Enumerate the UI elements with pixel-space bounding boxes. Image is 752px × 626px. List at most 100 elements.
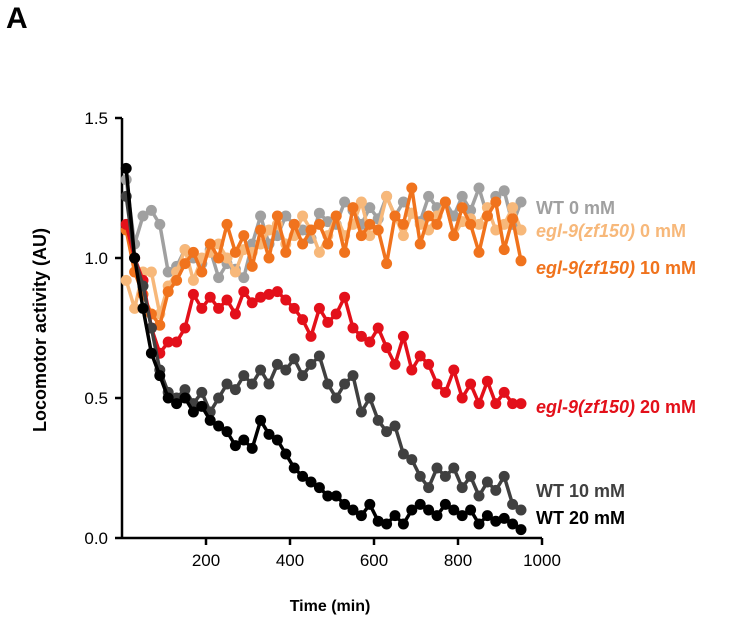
data-point [473, 518, 485, 530]
data-point [481, 510, 493, 522]
data-point [355, 510, 367, 522]
data-point [498, 470, 510, 482]
data-point [288, 302, 300, 314]
data-point [498, 386, 510, 398]
data-point [229, 308, 241, 320]
data-point [465, 218, 477, 230]
data-point [465, 378, 477, 390]
data-point [187, 246, 199, 258]
data-point [481, 210, 493, 222]
data-point [347, 202, 359, 214]
data-point [204, 414, 216, 426]
data-point [196, 302, 208, 314]
data-point [515, 524, 527, 536]
data-point [355, 330, 367, 342]
data-point [246, 378, 258, 390]
data-point [498, 512, 510, 524]
data-point [372, 322, 384, 334]
data-point [255, 364, 267, 376]
data-point [414, 350, 426, 362]
data-point [355, 230, 367, 242]
legend-label: egl-9(zf150) 10 mM [536, 258, 696, 278]
data-point [263, 288, 275, 300]
data-point [322, 378, 334, 390]
data-point [129, 302, 141, 314]
data-point [162, 336, 174, 348]
data-point [406, 182, 418, 194]
x-tick-label: 800 [444, 551, 472, 570]
data-point [120, 162, 132, 174]
data-point [507, 498, 519, 510]
x-tick-label: 600 [360, 551, 388, 570]
data-point [313, 350, 325, 362]
data-point [439, 498, 451, 510]
data-point [364, 498, 376, 510]
data-point [465, 470, 477, 482]
data-point [229, 384, 241, 396]
data-point [456, 510, 468, 522]
data-point [204, 238, 216, 250]
data-point [322, 216, 334, 228]
y-tick-label: 1.5 [84, 109, 108, 128]
data-point [145, 204, 157, 216]
data-point [339, 291, 351, 303]
data-point [238, 434, 250, 446]
data-point [414, 470, 426, 482]
data-point [297, 238, 309, 250]
data-point [381, 518, 393, 530]
data-point [381, 426, 393, 438]
data-point [473, 218, 485, 230]
data-point [280, 448, 292, 460]
data-point [498, 244, 510, 256]
data-point [347, 504, 359, 516]
data-point [229, 246, 241, 258]
data-point [330, 210, 342, 222]
data-point [179, 244, 191, 256]
data-point [280, 210, 292, 222]
data-point [305, 476, 317, 488]
panel-label: A [6, 2, 28, 35]
data-point [238, 230, 250, 242]
data-point [431, 378, 443, 390]
data-point [171, 336, 183, 348]
data-point [389, 358, 401, 370]
data-point [448, 364, 460, 376]
data-point [448, 230, 460, 242]
data-point [313, 482, 325, 494]
data-point [297, 224, 309, 236]
data-point [162, 286, 174, 298]
data-point [221, 378, 233, 390]
data-point [213, 392, 225, 404]
data-point [439, 470, 451, 482]
data-point [288, 462, 300, 474]
data-point [297, 210, 309, 222]
data-point [221, 426, 233, 438]
data-point [423, 190, 435, 202]
data-point [372, 515, 384, 527]
data-point [305, 330, 317, 342]
data-point [456, 482, 468, 494]
series-5 [120, 162, 527, 536]
data-point [515, 224, 527, 236]
data-point [229, 440, 241, 452]
data-point [179, 322, 191, 334]
data-point [322, 490, 334, 502]
data-point [448, 504, 460, 516]
data-point [406, 454, 418, 466]
legend-label: WT 0 mM [536, 198, 615, 218]
data-point [263, 378, 275, 390]
data-point [255, 414, 267, 426]
data-point [330, 308, 342, 320]
legend-label: egl-9(zf150) 20 mM [536, 397, 696, 417]
data-point [255, 224, 267, 236]
data-point [246, 297, 258, 309]
data-point [238, 286, 250, 298]
x-axis-label: Time (min) [290, 598, 371, 615]
data-point [171, 398, 183, 410]
data-point [271, 358, 283, 370]
data-point [507, 213, 519, 225]
data-point [406, 364, 418, 376]
data-point [213, 420, 225, 432]
data-point [339, 498, 351, 510]
legend-label: WT 10 mM [536, 481, 625, 501]
